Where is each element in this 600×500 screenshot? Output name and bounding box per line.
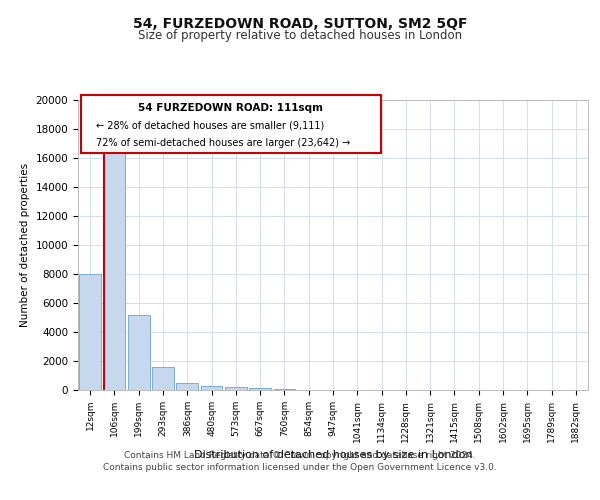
Text: Contains public sector information licensed under the Open Government Licence v3: Contains public sector information licen… [103,463,497,472]
Text: 72% of semi-detached houses are larger (23,642) →: 72% of semi-detached houses are larger (… [96,138,350,147]
Text: 54, FURZEDOWN ROAD, SUTTON, SM2 5QF: 54, FURZEDOWN ROAD, SUTTON, SM2 5QF [133,18,467,32]
Text: Size of property relative to detached houses in London: Size of property relative to detached ho… [138,28,462,42]
Bar [274,389,295,390]
Bar [249,388,271,390]
Bar [200,386,223,390]
Text: 54 FURZEDOWN ROAD: 111sqm: 54 FURZEDOWN ROAD: 111sqm [139,102,323,113]
Text: Contains HM Land Registry data © Crown copyright and database right 2024.: Contains HM Land Registry data © Crown c… [124,450,476,460]
Y-axis label: Number of detached properties: Number of detached properties [20,163,30,327]
Bar [79,274,101,390]
Bar [128,314,149,390]
Bar [152,367,174,390]
Text: ← 28% of detached houses are smaller (9,111): ← 28% of detached houses are smaller (9,… [96,120,324,130]
Bar [176,383,198,390]
Bar [104,148,125,390]
X-axis label: Distribution of detached houses by size in London: Distribution of detached houses by size … [194,450,472,460]
Bar [225,388,247,390]
